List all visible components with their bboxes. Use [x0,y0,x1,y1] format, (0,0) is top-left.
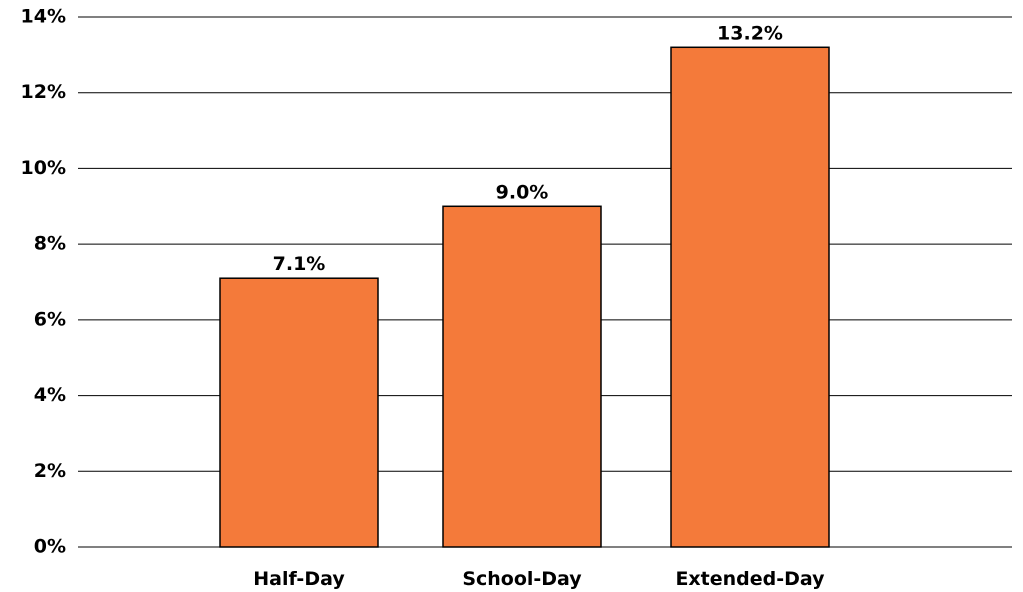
bar [670,46,830,548]
y-axis-tick-labels: 0% 2% 4% 6% 8% 10% 12% 14% [21,6,66,558]
bars [219,46,830,548]
x-category-label: School-Day [462,568,582,590]
bar [219,277,379,548]
y-tick-label: 6% [34,308,66,330]
y-tick-label: 4% [34,384,66,406]
y-tick-label: 2% [34,460,66,482]
y-tick-label: 14% [21,6,66,28]
bar [442,205,602,548]
y-tick-label: 10% [21,157,66,179]
x-axis-category-labels: Half-Day School-Day Extended-Day [253,568,825,590]
y-tick-label: 12% [21,81,66,103]
y-tick-label: 8% [34,233,66,255]
data-label: 9.0% [496,181,549,203]
x-category-label: Extended-Day [675,568,825,590]
data-label: 7.1% [273,253,326,275]
data-label: 13.2% [717,22,783,44]
x-category-label: Half-Day [253,568,345,590]
y-tick-label: 0% [34,536,66,558]
data-labels: 7.1% 9.0% 13.2% [273,22,783,275]
